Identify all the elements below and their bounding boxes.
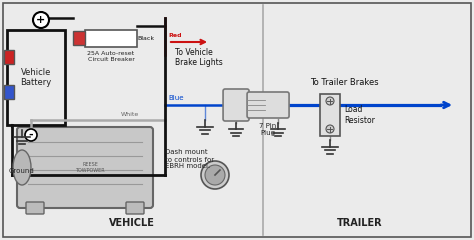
Text: White: White: [121, 112, 139, 117]
FancyBboxPatch shape: [7, 30, 65, 125]
FancyBboxPatch shape: [247, 92, 289, 118]
Text: +: +: [36, 15, 46, 25]
FancyBboxPatch shape: [73, 31, 85, 45]
Circle shape: [326, 97, 334, 105]
Text: VEHICLE: VEHICLE: [109, 218, 155, 228]
Ellipse shape: [13, 150, 31, 185]
FancyBboxPatch shape: [4, 50, 14, 64]
FancyBboxPatch shape: [320, 94, 340, 136]
Text: Dash mount
to controls for
EBRH model.: Dash mount to controls for EBRH model.: [165, 150, 214, 169]
Text: Red: Red: [168, 33, 182, 38]
Text: Black: Black: [138, 36, 155, 41]
Text: Blue: Blue: [168, 95, 183, 101]
FancyBboxPatch shape: [126, 202, 144, 214]
Circle shape: [25, 129, 37, 141]
FancyBboxPatch shape: [223, 89, 249, 121]
Circle shape: [205, 165, 225, 185]
Text: 7 Pin
Plug: 7 Pin Plug: [259, 123, 277, 136]
Text: Vehicle
Battery: Vehicle Battery: [20, 68, 52, 87]
Circle shape: [326, 125, 334, 133]
FancyBboxPatch shape: [85, 30, 137, 47]
Text: Load
Resistor: Load Resistor: [344, 105, 375, 125]
Text: To Vehicle
Brake Lights: To Vehicle Brake Lights: [175, 48, 223, 67]
FancyBboxPatch shape: [26, 202, 44, 214]
Text: -: -: [29, 130, 33, 140]
Circle shape: [201, 161, 229, 189]
Circle shape: [33, 12, 49, 28]
FancyBboxPatch shape: [17, 127, 153, 208]
Text: 25A Auto-reset
Circuit Breaker: 25A Auto-reset Circuit Breaker: [87, 51, 135, 62]
Text: Ground: Ground: [9, 168, 35, 174]
Text: To Trailer Brakes: To Trailer Brakes: [310, 78, 379, 87]
Text: REESE
TOWPOWER: REESE TOWPOWER: [75, 162, 105, 173]
FancyBboxPatch shape: [4, 85, 14, 99]
Text: TRAILER: TRAILER: [337, 218, 383, 228]
